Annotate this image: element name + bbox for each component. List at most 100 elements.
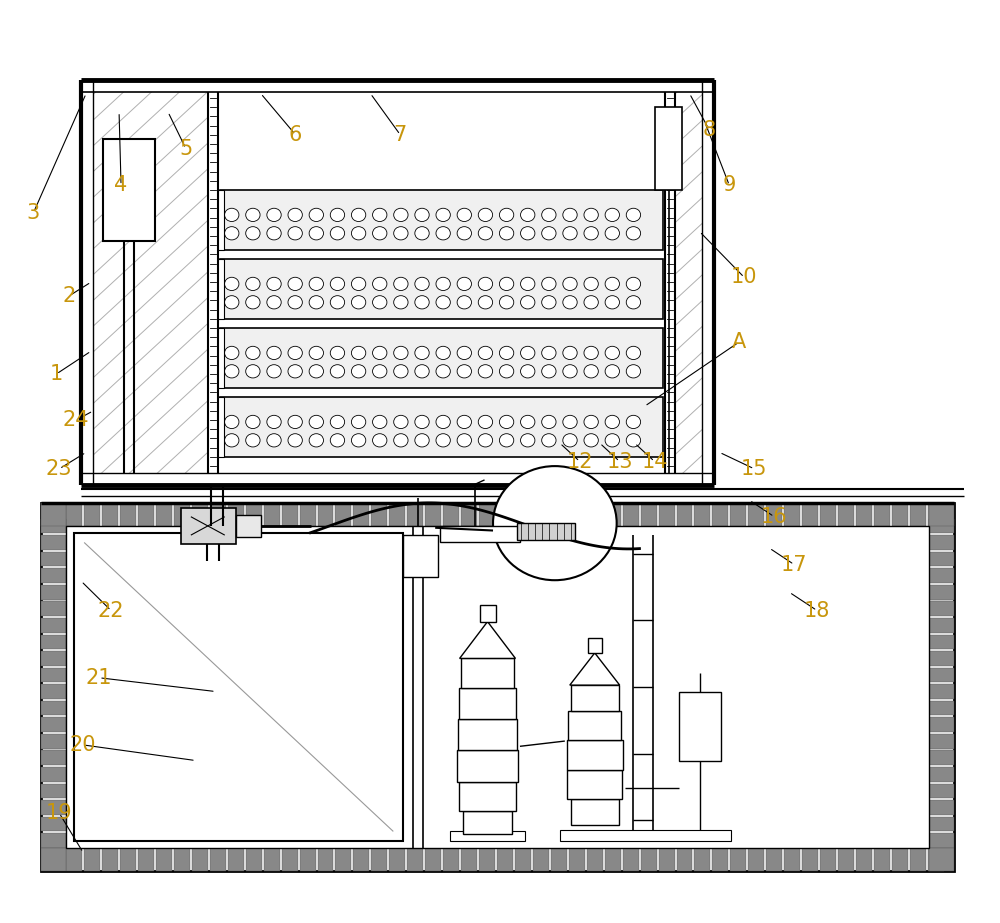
Circle shape	[542, 346, 556, 360]
Bar	[641, 848, 657, 871]
Bar	[928, 848, 944, 871]
Bar	[41, 569, 66, 583]
Bar	[479, 848, 495, 871]
Bar	[41, 848, 66, 871]
Text: 16: 16	[761, 507, 788, 527]
Circle shape	[246, 295, 260, 309]
Circle shape	[246, 227, 260, 240]
Bar	[479, 503, 495, 526]
Circle shape	[351, 209, 366, 222]
Circle shape	[436, 209, 450, 222]
Circle shape	[542, 365, 556, 378]
Bar	[892, 848, 908, 871]
Bar	[694, 503, 710, 526]
Bar	[517, 523, 575, 540]
Bar	[766, 848, 782, 871]
Bar	[443, 848, 459, 871]
Circle shape	[563, 365, 577, 378]
Bar	[820, 503, 836, 526]
Bar	[929, 767, 954, 782]
Circle shape	[521, 346, 535, 360]
Bar	[318, 503, 333, 526]
Circle shape	[288, 295, 302, 309]
Circle shape	[267, 415, 281, 428]
Circle shape	[605, 415, 619, 428]
Circle shape	[478, 295, 493, 309]
Circle shape	[394, 365, 408, 378]
Bar	[156, 503, 172, 526]
Bar	[81, 79, 714, 485]
Bar	[66, 526, 929, 848]
Bar	[856, 503, 872, 526]
Circle shape	[225, 277, 239, 291]
Polygon shape	[460, 621, 515, 658]
Bar	[220, 397, 663, 457]
Bar	[236, 515, 261, 537]
Text: 3: 3	[27, 203, 40, 223]
Bar	[459, 688, 516, 719]
Bar	[928, 503, 944, 526]
Text: 8: 8	[703, 120, 716, 140]
Bar	[838, 503, 854, 526]
Bar	[407, 848, 423, 871]
Bar	[246, 848, 262, 871]
Circle shape	[394, 346, 408, 360]
Bar	[138, 848, 154, 871]
Bar	[929, 617, 954, 632]
Circle shape	[330, 434, 345, 447]
Circle shape	[499, 365, 514, 378]
Bar	[389, 503, 405, 526]
Bar	[41, 617, 66, 632]
Circle shape	[436, 365, 450, 378]
Bar	[497, 848, 513, 871]
Circle shape	[584, 434, 598, 447]
Bar	[784, 848, 800, 871]
Bar	[892, 503, 908, 526]
Bar	[929, 800, 954, 815]
Circle shape	[457, 277, 471, 291]
Bar	[120, 503, 136, 526]
Bar	[282, 503, 298, 526]
Bar	[929, 503, 954, 526]
Circle shape	[415, 365, 429, 378]
Bar	[838, 848, 854, 871]
Text: 13: 13	[606, 451, 633, 472]
Bar	[41, 800, 66, 815]
Circle shape	[330, 346, 345, 360]
Circle shape	[499, 209, 514, 222]
Bar	[318, 848, 333, 871]
Bar	[246, 503, 262, 526]
Bar	[929, 634, 954, 649]
Circle shape	[330, 277, 345, 291]
Circle shape	[521, 415, 535, 428]
Circle shape	[415, 295, 429, 309]
Bar	[730, 848, 746, 871]
Circle shape	[521, 227, 535, 240]
Bar	[220, 190, 663, 250]
Bar	[748, 848, 764, 871]
Text: 15: 15	[741, 459, 768, 479]
Circle shape	[309, 365, 323, 378]
Circle shape	[457, 209, 471, 222]
Circle shape	[626, 365, 641, 378]
Circle shape	[521, 434, 535, 447]
Circle shape	[436, 227, 450, 240]
Circle shape	[478, 227, 493, 240]
Circle shape	[542, 415, 556, 428]
Circle shape	[584, 209, 598, 222]
Bar	[156, 848, 172, 871]
Bar	[335, 848, 351, 871]
Text: 23: 23	[46, 459, 72, 479]
Bar	[560, 830, 731, 841]
Bar	[929, 569, 954, 583]
Circle shape	[499, 227, 514, 240]
Bar	[641, 503, 657, 526]
Circle shape	[626, 415, 641, 428]
Circle shape	[605, 227, 619, 240]
Circle shape	[309, 415, 323, 428]
Bar	[300, 848, 316, 871]
Circle shape	[309, 346, 323, 360]
Circle shape	[584, 365, 598, 378]
Circle shape	[563, 227, 577, 240]
Bar	[450, 832, 525, 841]
